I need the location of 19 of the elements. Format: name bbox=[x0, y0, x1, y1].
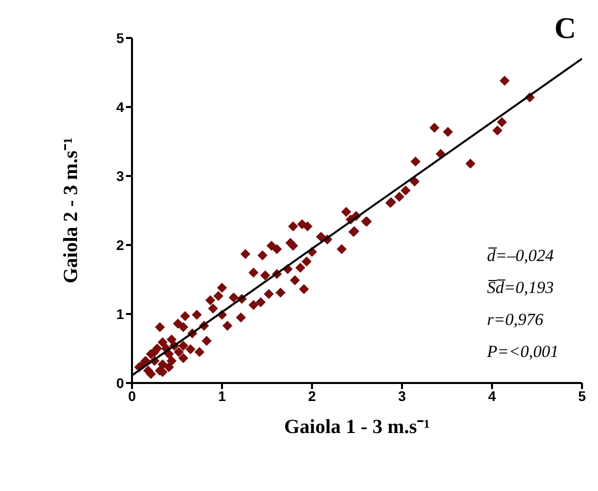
y-tick-label: 0 bbox=[116, 374, 124, 391]
chart-title: C bbox=[554, 12, 576, 46]
y-tick-label: 5 bbox=[116, 30, 124, 46]
x-tick-label: 1 bbox=[218, 388, 226, 404]
x-tick-label: 5 bbox=[578, 388, 586, 404]
annotation: r=0,976 bbox=[487, 309, 544, 331]
annotation: S̅d̅=0,193 bbox=[487, 277, 555, 299]
y-tick-label: 2 bbox=[116, 236, 124, 253]
annotation: d̅=–0,024 bbox=[487, 245, 555, 267]
x-tick-label: 2 bbox=[308, 388, 316, 404]
annotation: P=<0,001 bbox=[487, 341, 559, 363]
y-tick-label: 4 bbox=[116, 98, 124, 115]
x-axis-title: Gaiola 1 - 3 m.s⁻¹ bbox=[284, 416, 430, 438]
x-tick-label: 3 bbox=[398, 388, 406, 404]
y-tick-label: 3 bbox=[116, 168, 124, 184]
x-tick-label: 4 bbox=[488, 388, 496, 404]
x-tick-label: 0 bbox=[128, 388, 136, 404]
y-tick-label: 1 bbox=[116, 306, 124, 322]
y-axis-title: Gaiola 2 - 3 m.s⁻¹ bbox=[60, 138, 82, 284]
